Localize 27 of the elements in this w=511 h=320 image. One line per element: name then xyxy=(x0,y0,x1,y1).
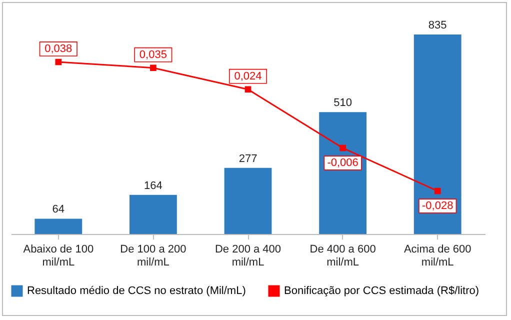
bar xyxy=(319,112,366,234)
legend-label: Bonificação por CCS estimada (R$/litro) xyxy=(284,285,480,297)
data-label: -0,006 xyxy=(327,157,358,169)
data-label: 510 xyxy=(334,97,352,110)
bar xyxy=(34,218,82,234)
data-label: 64 xyxy=(52,204,65,216)
data-label: -0,028 xyxy=(422,200,454,212)
point xyxy=(150,64,156,72)
data-label: 164 xyxy=(144,180,162,192)
data-label: 0,035 xyxy=(139,48,167,61)
bar xyxy=(130,194,177,234)
x-tick-label: De 100 a 200 mil/mL xyxy=(120,244,186,268)
data-label: 277 xyxy=(238,152,258,165)
x-tick-label: Acima de 600 mil/mL xyxy=(404,244,472,268)
point xyxy=(55,58,62,66)
x-tick-label: De 200 a 400 mil/mL xyxy=(214,244,282,268)
x-tick-label: De 400 a 600 mil/mL xyxy=(310,244,376,268)
data-label: 835 xyxy=(428,20,447,32)
point xyxy=(244,86,252,93)
x-tick-label: Abaixo de 100 mil/mL xyxy=(23,244,94,268)
legend-label: Resultado médio de CCS no estrato (Mil/mL) xyxy=(27,285,246,297)
data-label: 0,024 xyxy=(234,70,262,82)
point xyxy=(434,188,441,194)
point xyxy=(340,144,346,152)
bar xyxy=(224,168,272,234)
data-label: 0,038 xyxy=(44,43,72,55)
bar xyxy=(414,34,462,234)
